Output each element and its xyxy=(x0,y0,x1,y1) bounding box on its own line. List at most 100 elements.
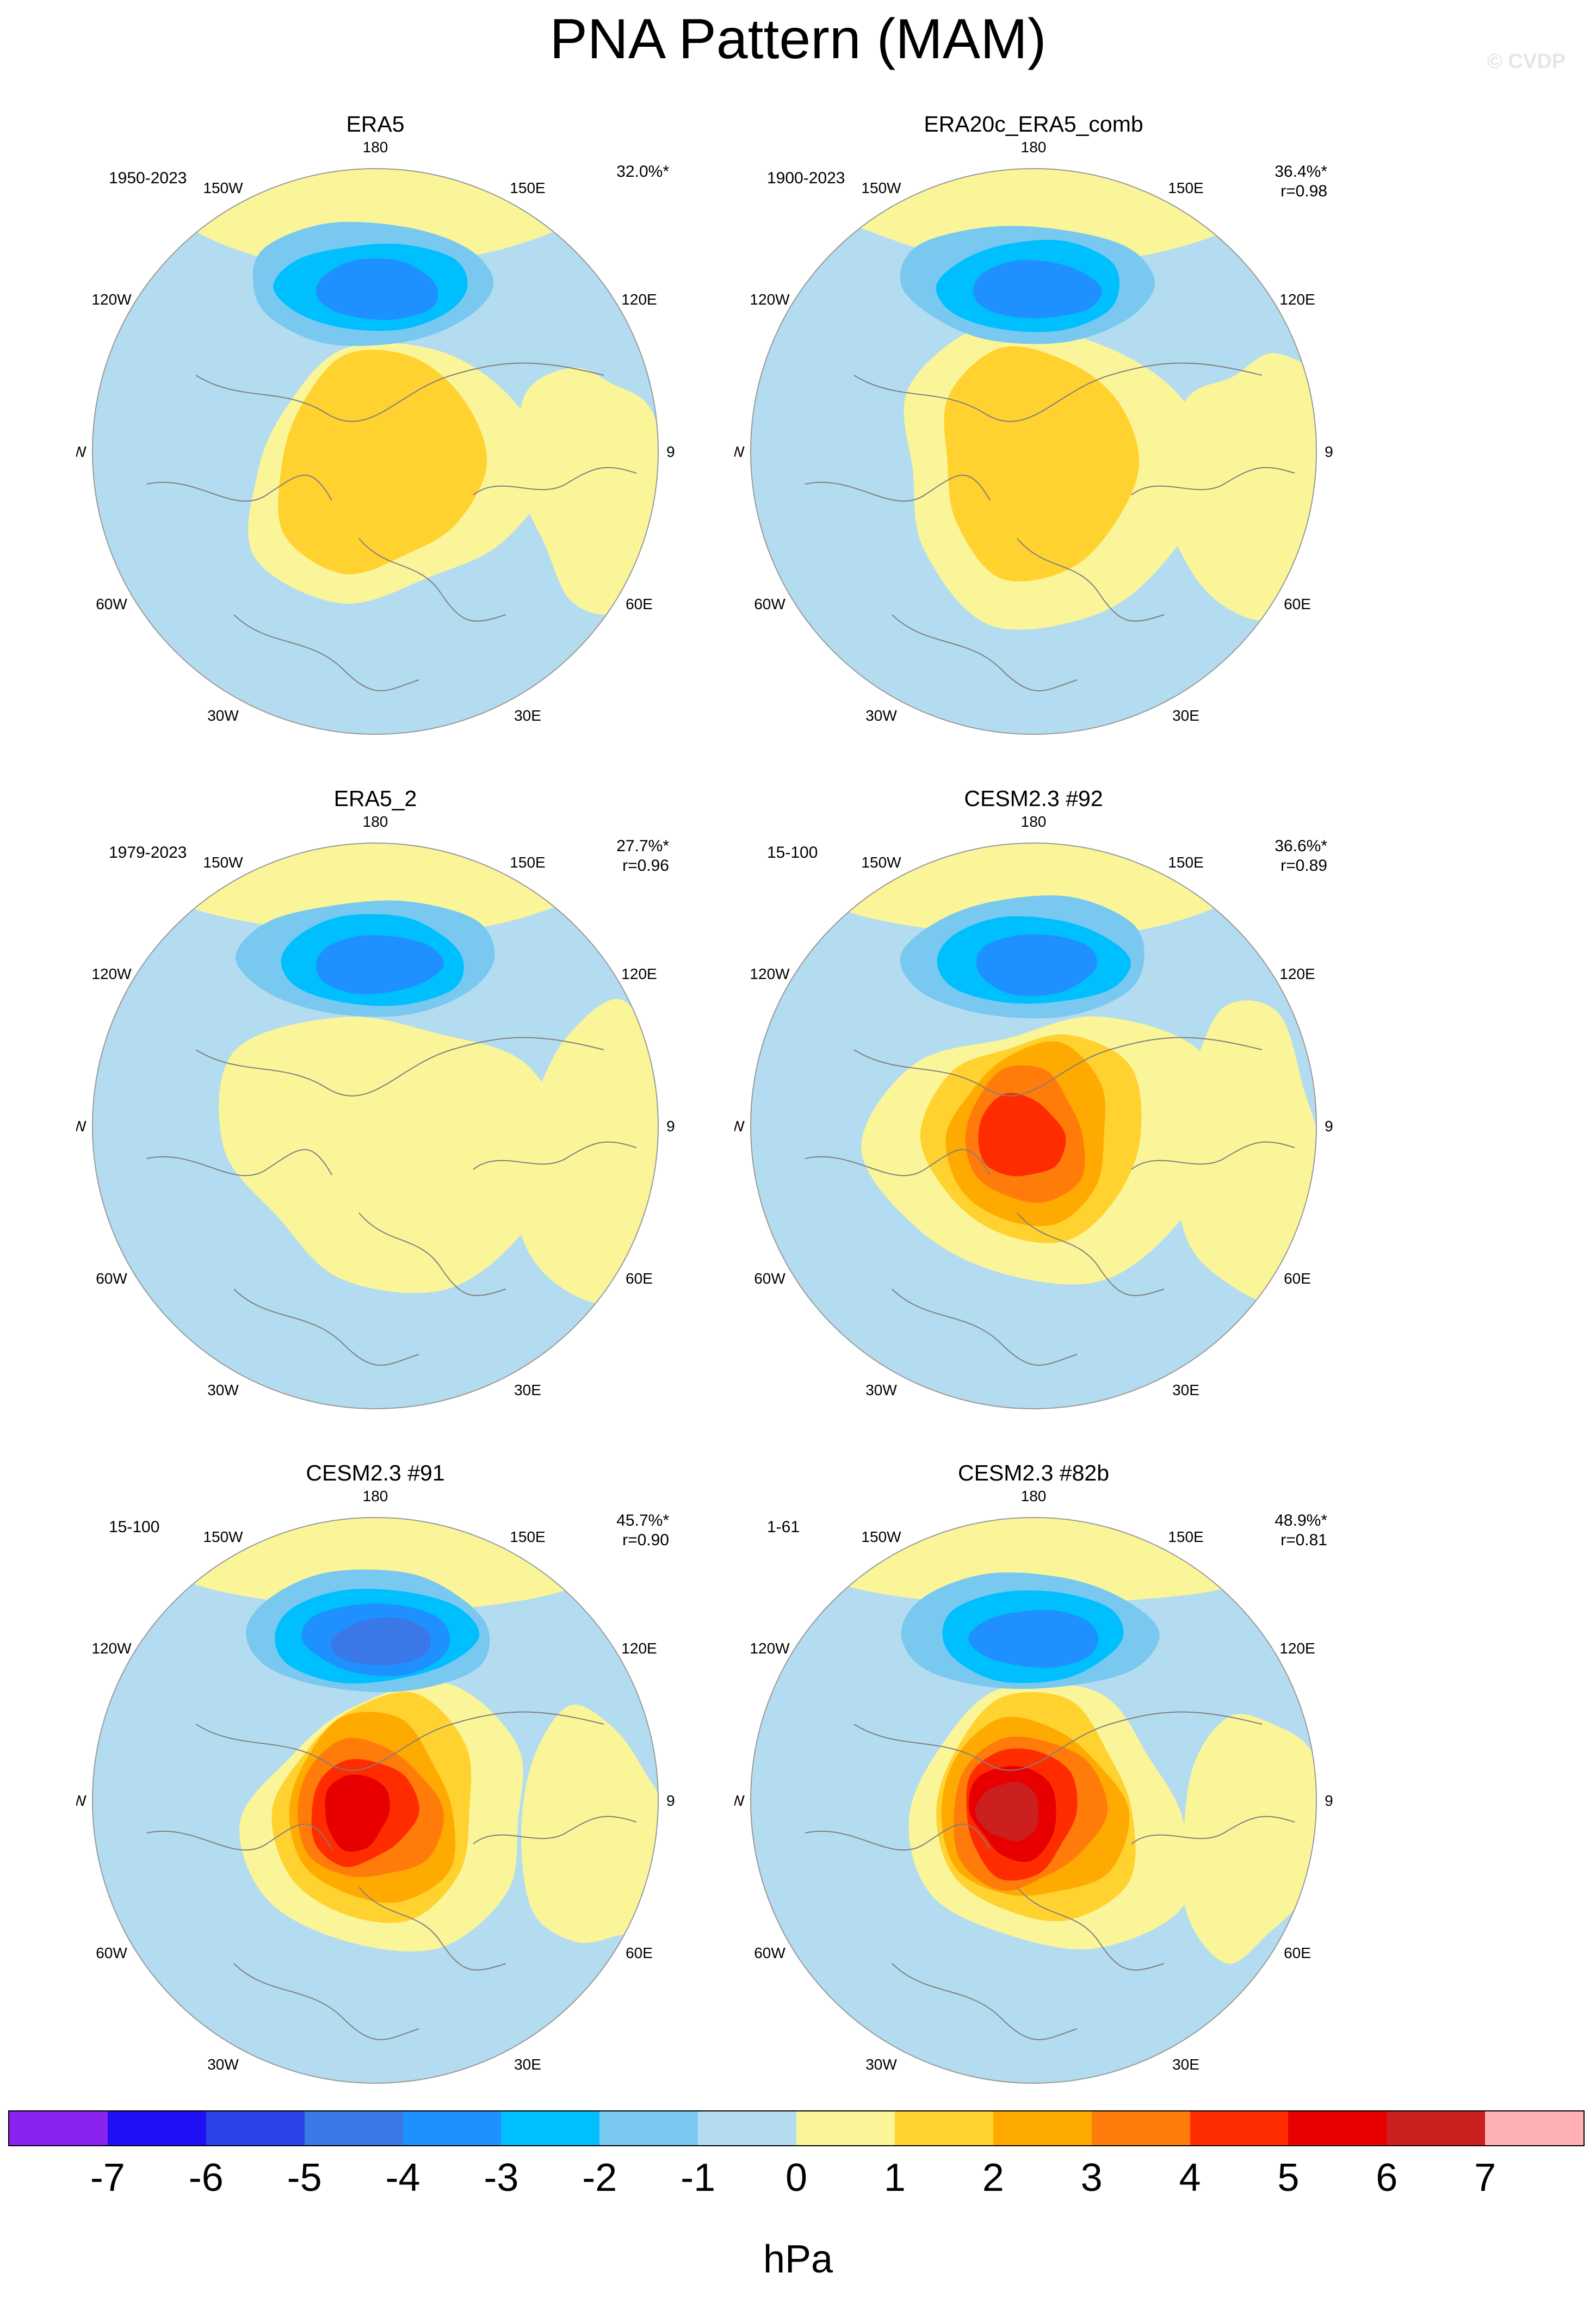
panel-title: CESM2.3 #92 xyxy=(964,786,1103,811)
longitude-label: 90W xyxy=(734,1792,745,1809)
colorbar-tick-label: -6 xyxy=(188,2156,224,2200)
coastline xyxy=(892,1289,1078,1366)
colorbar-tick-label: 2 xyxy=(982,2156,1004,2200)
panel-correlation: r=0.81 xyxy=(1280,1531,1327,1549)
longitude-label: 0 xyxy=(371,2097,380,2099)
longitude-label: 120W xyxy=(750,1640,790,1657)
positive-anomaly-contour xyxy=(278,350,487,575)
colorbar-segment xyxy=(206,2111,305,2145)
panel-years: 1950-2023 xyxy=(109,169,187,187)
positive-anomaly-region xyxy=(800,843,1242,937)
longitude-label: 60W xyxy=(754,596,785,612)
negative-anomaly-contour xyxy=(330,1617,431,1665)
panel-title: ERA20c_ERA5_comb xyxy=(924,112,1143,137)
longitude-label: 180 xyxy=(1021,139,1047,156)
longitude-label: 60W xyxy=(96,596,127,612)
colorbar-tick-label: 4 xyxy=(1179,2156,1201,2200)
longitude-label: 60W xyxy=(754,1270,785,1287)
longitude-label: 180 xyxy=(1021,813,1047,830)
longitude-label: 90W xyxy=(734,443,745,460)
colorbar-tick-label: 6 xyxy=(1376,2156,1398,2200)
longitude-label: 90E xyxy=(666,1118,675,1135)
longitude-label: 0 xyxy=(371,1422,380,1425)
longitude-label: 60E xyxy=(626,1270,653,1287)
longitude-label: 180 xyxy=(363,139,388,156)
coastline xyxy=(358,1887,506,1971)
longitude-label: 150W xyxy=(203,854,243,871)
coastline xyxy=(358,1212,506,1296)
longitude-label: 30W xyxy=(865,1382,897,1398)
polar-map: 180 150E 120E 90E 60E 30E 0 30W 60W 90W 120W 150W xyxy=(734,139,1333,751)
coastline xyxy=(1017,1887,1165,1971)
positive-anomaly-region xyxy=(1159,353,1316,621)
coastline xyxy=(146,1149,332,1176)
longitude-label: 0 xyxy=(1029,1422,1038,1425)
colorbar-segment xyxy=(107,2111,206,2145)
negative-anomaly-contour xyxy=(976,934,1097,996)
longitude-label: 90W xyxy=(734,1118,745,1135)
longitude-label: 30E xyxy=(1172,2056,1199,2073)
map-panel: 180 150E 120E 90E 60E 30E 0 30W 60W 90W 120W 150W CE… xyxy=(76,1458,675,2099)
coastline xyxy=(146,474,332,502)
longitude-label: 150W xyxy=(203,1528,243,1545)
positive-anomaly-contour xyxy=(944,346,1140,582)
colorbar-tick-label: 1 xyxy=(883,2156,906,2200)
longitude-label: 30W xyxy=(207,2056,239,2073)
positive-anomaly-region xyxy=(169,169,603,266)
coastline xyxy=(358,538,506,622)
page-title: PNA Pattern (MAM) xyxy=(549,8,1047,71)
longitude-label: 90E xyxy=(1325,1792,1333,1809)
longitude-label: 60E xyxy=(626,1944,653,1961)
longitude-label: 0 xyxy=(371,748,380,751)
longitude-label: 150W xyxy=(203,179,243,196)
negative-anomaly-contour xyxy=(316,935,444,995)
positive-anomaly-region xyxy=(1175,1000,1316,1302)
coastline xyxy=(233,1963,419,2040)
colorbar-segment xyxy=(304,2111,403,2145)
panel-title: CESM2.3 #82b xyxy=(957,1460,1110,1485)
panel-correlation: r=0.90 xyxy=(622,1531,669,1549)
coastline xyxy=(195,1037,604,1097)
longitude-label: 150E xyxy=(1168,854,1203,871)
panel-correlation: r=0.89 xyxy=(1280,857,1327,875)
coastline xyxy=(473,467,637,496)
longitude-label: 60E xyxy=(1284,596,1311,612)
longitude-label: 150E xyxy=(1168,1528,1203,1545)
colorbar-segment xyxy=(9,2111,108,2145)
colorbar-tick-label: 0 xyxy=(785,2156,808,2200)
longitude-label: 120E xyxy=(1279,291,1315,308)
longitude-label: 30E xyxy=(514,2056,541,2073)
positive-anomaly-contour xyxy=(325,1774,390,1852)
longitude-label: 60W xyxy=(754,1944,785,1961)
map-panel: 180 150E 120E 90E 60E 30E 0 30W 60W 90W 120W 150W CE… xyxy=(734,783,1333,1425)
longitude-label: 150W xyxy=(861,854,901,871)
colorbar-tick-label: -4 xyxy=(385,2156,420,2200)
colorbar-segment xyxy=(1288,2111,1387,2145)
longitude-label: 120W xyxy=(750,291,790,308)
longitude-label: 30E xyxy=(514,1382,541,1398)
coastline xyxy=(805,474,991,502)
longitude-label: 60W xyxy=(96,1944,127,1961)
longitude-label: 30E xyxy=(514,707,541,724)
longitude-label: 60W xyxy=(96,1270,127,1287)
coastline xyxy=(473,1141,637,1170)
positive-anomaly-region xyxy=(518,367,658,615)
coastline xyxy=(233,1289,419,1366)
panel-title: ERA5 xyxy=(346,112,405,137)
positive-anomaly-region xyxy=(803,1518,1283,1605)
positive-anomaly-region xyxy=(152,1518,595,1611)
colorbar-tick-label: -5 xyxy=(287,2156,322,2200)
longitude-label: 120W xyxy=(91,291,132,308)
coastline xyxy=(146,1823,332,1851)
coastline xyxy=(1017,538,1165,622)
colorbar-segment xyxy=(1190,2111,1289,2145)
coastline xyxy=(892,614,1078,691)
map-frame xyxy=(750,843,1317,1409)
coastline xyxy=(853,1711,1263,1771)
negative-anomaly-contour xyxy=(316,258,438,320)
colorbar-segment xyxy=(993,2111,1092,2145)
longitude-label: 150W xyxy=(861,179,901,196)
coastline xyxy=(1131,1141,1295,1170)
colorbar-tick-label: -7 xyxy=(90,2156,125,2200)
longitude-label: 120E xyxy=(1279,1640,1315,1657)
